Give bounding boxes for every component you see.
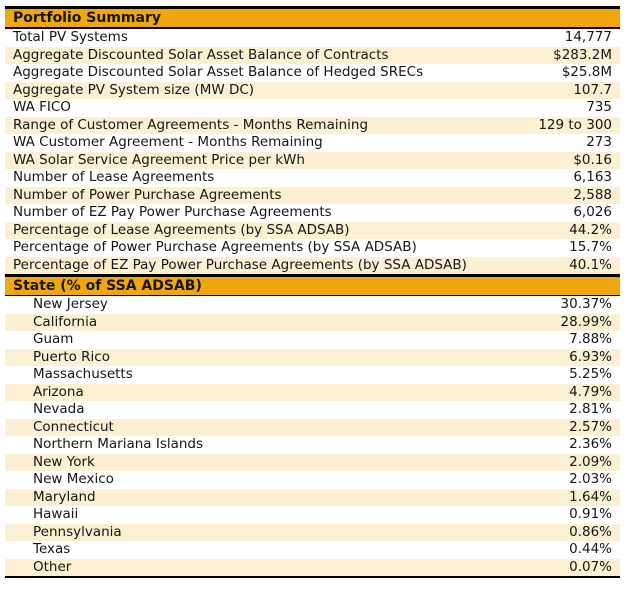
row-value: $0.16 — [573, 151, 612, 168]
row-value: 7.88% — [569, 331, 612, 347]
row-label: New York — [33, 453, 95, 470]
row-label: Aggregate Discounted Solar Asset Balance… — [13, 46, 389, 63]
row-value: $283.2M — [553, 46, 612, 63]
row-label: California — [33, 313, 98, 330]
table-row: WA Solar Service Agreement Price per kWh… — [5, 151, 620, 169]
table-row: Northern Mariana Islands 2.36% — [5, 436, 620, 454]
table-row: Nevada 2.81% — [5, 401, 620, 419]
row-value: 2.81% — [569, 401, 612, 417]
row-label: New Mexico — [33, 471, 114, 487]
row-value: 40.1% — [569, 256, 612, 273]
table-row: Total PV Systems 14,777 — [5, 29, 620, 47]
table-row: New York 2.09% — [5, 453, 620, 471]
row-value: 2.09% — [569, 453, 612, 470]
row-value: 28.99% — [560, 313, 612, 330]
portfolio-summary-table: Portfolio Summary Total PV Systems 14,777… — [5, 6, 620, 578]
table-row: Puerto Rico 6.93% — [5, 348, 620, 366]
row-label: Number of EZ Pay Power Purchase Agreemen… — [13, 204, 332, 220]
table-bottom-border — [5, 576, 620, 578]
row-value: 15.7% — [569, 239, 612, 255]
row-value: 14,777 — [564, 29, 612, 45]
table-row: Range of Customer Agreements - Months Re… — [5, 116, 620, 134]
table-row: Other 0.07% — [5, 558, 620, 576]
row-value: 1.64% — [569, 488, 612, 505]
table-row: New Jersey 30.37% — [5, 296, 620, 314]
row-label: Massachusetts — [33, 366, 133, 382]
row-value: 129 to 300 — [538, 116, 612, 133]
table-row: Percentage of Lease Agreements (by SSA A… — [5, 221, 620, 239]
row-label: Aggregate PV System size (MW DC) — [13, 81, 255, 98]
row-label: Percentage of Power Purchase Agreements … — [13, 239, 417, 255]
row-label: Range of Customer Agreements - Months Re… — [13, 116, 369, 133]
row-label: WA Customer Agreement - Months Remaining — [13, 134, 323, 150]
row-label: Aggregate Discounted Solar Asset Balance… — [13, 64, 424, 80]
row-value: 735 — [586, 99, 612, 115]
row-value: 6,026 — [573, 204, 612, 220]
table-row: Percentage of EZ Pay Power Purchase Agre… — [5, 256, 620, 274]
row-value: $25.8M — [561, 64, 612, 80]
row-value: 5.25% — [569, 366, 612, 382]
section-header-portfolio-summary: Portfolio Summary — [5, 6, 620, 29]
table-row: Number of EZ Pay Power Purchase Agreemen… — [5, 204, 620, 222]
row-value: 2.36% — [569, 436, 612, 452]
row-label: Percentage of Lease Agreements (by SSA A… — [13, 221, 350, 238]
row-value: 2.03% — [569, 471, 612, 487]
table-row: Percentage of Power Purchase Agreements … — [5, 239, 620, 257]
row-label: Hawaii — [33, 506, 79, 522]
section-header-state-breakdown: State (% of SSA ADSAB) — [5, 274, 620, 296]
portfolio-summary-rows: Total PV Systems 14,777 Aggregate Discount… — [5, 29, 620, 274]
table-row: New Mexico 2.03% — [5, 471, 620, 489]
table-row: Pennsylvania 0.86% — [5, 523, 620, 541]
row-label: Maryland — [33, 488, 96, 505]
row-label: Texas — [33, 541, 71, 557]
table-row: Connecticut 2.57% — [5, 418, 620, 436]
row-label: Other — [33, 558, 72, 575]
row-label: Number of Lease Agreements — [13, 169, 215, 185]
table-row: Maryland 1.64% — [5, 488, 620, 506]
table-row: Guam 7.88% — [5, 331, 620, 349]
table-row: Aggregate Discounted Solar Asset Balance… — [5, 64, 620, 82]
table-row: Number of Power Purchase Agreements 2,588 — [5, 186, 620, 204]
row-value: 2.57% — [569, 418, 612, 435]
row-label: New Jersey — [33, 296, 108, 312]
row-value: 6,163 — [573, 169, 612, 185]
row-label: Percentage of EZ Pay Power Purchase Agre… — [13, 256, 467, 273]
row-label: Northern Mariana Islands — [33, 436, 204, 452]
table-row: WA Customer Agreement - Months Remaining… — [5, 134, 620, 152]
row-value: 0.44% — [569, 541, 612, 557]
row-value: 4.79% — [569, 383, 612, 400]
row-label: Guam — [33, 331, 74, 347]
table-row: Hawaii 0.91% — [5, 506, 620, 524]
row-label: WA FICO — [13, 99, 71, 115]
row-label: Pennsylvania — [33, 523, 122, 540]
row-value: 0.91% — [569, 506, 612, 522]
row-value: 0.07% — [569, 558, 612, 575]
table-row: Massachusetts 5.25% — [5, 366, 620, 384]
row-value: 107.7 — [573, 81, 612, 98]
row-value: 273 — [586, 134, 612, 150]
row-value: 2,588 — [573, 186, 612, 203]
table-row: Aggregate Discounted Solar Asset Balance… — [5, 46, 620, 64]
table-row: WA FICO 735 — [5, 99, 620, 117]
row-value: 6.93% — [569, 348, 612, 365]
table-row: California 28.99% — [5, 313, 620, 331]
row-value: 0.86% — [569, 523, 612, 540]
row-label: Nevada — [33, 401, 85, 417]
row-label: Connecticut — [33, 418, 114, 435]
table-row: Texas 0.44% — [5, 541, 620, 559]
table-row: Arizona 4.79% — [5, 383, 620, 401]
table-row: Number of Lease Agreements 6,163 — [5, 169, 620, 187]
row-label: Number of Power Purchase Agreements — [13, 186, 282, 203]
table-row: Aggregate PV System size (MW DC) 107.7 — [5, 81, 620, 99]
row-value: 30.37% — [560, 296, 612, 312]
state-breakdown-rows: New Jersey 30.37% California 28.99% Guam 7.88… — [5, 296, 620, 576]
row-label: Puerto Rico — [33, 348, 110, 365]
row-label: Total PV Systems — [13, 29, 128, 45]
row-label: Arizona — [33, 383, 84, 400]
row-label: WA Solar Service Agreement Price per kWh — [13, 151, 305, 168]
row-value: 44.2% — [569, 221, 612, 238]
